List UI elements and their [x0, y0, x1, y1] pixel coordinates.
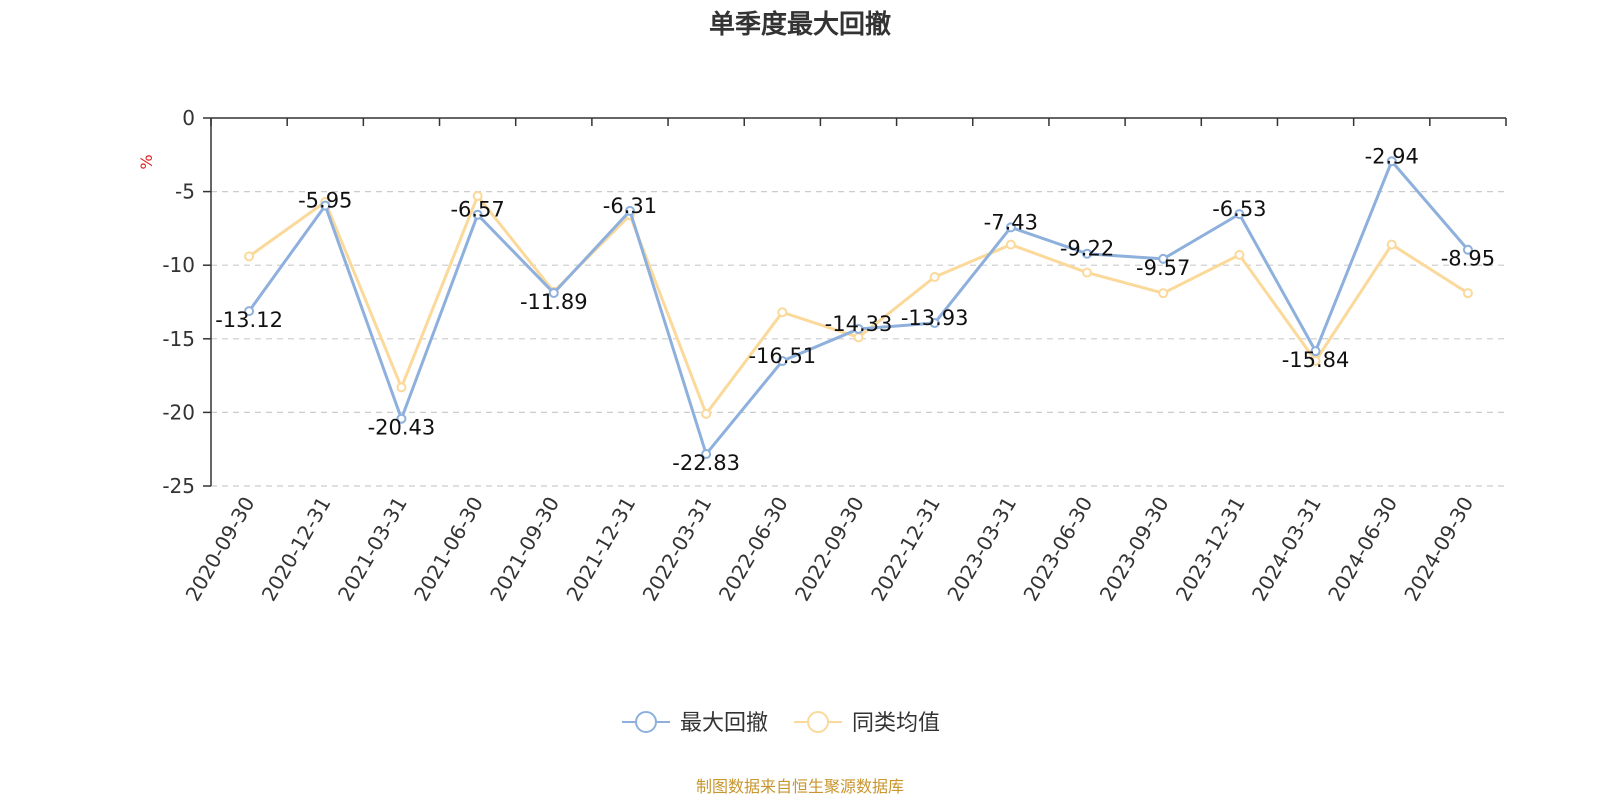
series-point-0[interactable] [1158, 253, 1169, 264]
series-point-1[interactable] [1462, 288, 1473, 299]
series-point-0[interactable] [396, 413, 407, 424]
legend-label: 最大回撤 [680, 711, 768, 736]
x-tick-label: 2021-12-31 [561, 493, 640, 606]
y-tick-label: -10 [162, 253, 195, 277]
series-point-0[interactable] [548, 288, 559, 299]
x-tick-label: 2021-03-31 [333, 493, 412, 606]
series-point-1[interactable] [1310, 355, 1321, 366]
series-point-1[interactable] [1158, 288, 1169, 299]
series-point-0[interactable] [853, 323, 864, 334]
series-point-0[interactable] [624, 205, 635, 216]
legend-item-1[interactable]: 同类均值 [794, 711, 940, 736]
data-label: -9.22 [1060, 237, 1114, 261]
x-tick-label: 2020-12-31 [257, 493, 336, 606]
data-label: -7.43 [984, 210, 1038, 234]
x-tick-label: 2021-09-30 [485, 493, 564, 606]
data-label: -6.53 [1212, 197, 1266, 221]
series-point-1[interactable] [1082, 267, 1093, 278]
legend: 最大回撤 同类均值 [622, 711, 940, 736]
series-point-0[interactable] [472, 209, 483, 220]
series-point-0[interactable] [1462, 244, 1473, 255]
legend-item-0[interactable]: 最大回撤 [622, 711, 768, 736]
data-label: -6.57 [450, 198, 504, 222]
data-label: -11.89 [520, 290, 588, 314]
x-tick-label: 2022-12-31 [866, 493, 945, 606]
series-point-1[interactable] [1234, 249, 1245, 260]
data-label: -16.51 [748, 344, 816, 368]
data-label: -8.95 [1441, 247, 1495, 271]
series-point-0[interactable] [1386, 156, 1397, 167]
x-tick-label: 2023-03-31 [942, 493, 1021, 606]
x-tick-label: 2021-06-30 [409, 493, 488, 606]
series-point-1[interactable] [244, 251, 255, 262]
legend-label: 同类均值 [852, 711, 940, 736]
y-axis-unit: % [137, 154, 156, 169]
series-point-1[interactable] [396, 382, 407, 393]
data-label: -22.83 [672, 451, 740, 475]
series-point-0[interactable] [1005, 222, 1016, 233]
y-tick-label: 0 [182, 106, 195, 130]
series-layer [244, 156, 1473, 460]
series-point-1[interactable] [929, 271, 940, 282]
series-point-0[interactable] [1082, 248, 1093, 259]
data-label: -14.33 [825, 312, 893, 336]
x-tick-label: 2024-09-30 [1399, 493, 1478, 606]
legend-marker [635, 711, 657, 733]
data-label: -5.95 [298, 189, 352, 213]
y-tick-label: -25 [162, 474, 195, 498]
series-point-1[interactable] [1386, 239, 1397, 250]
data-label: -9.57 [1136, 256, 1190, 280]
data-label: -6.31 [603, 194, 657, 218]
grid-lines [211, 191, 1506, 487]
series-point-0[interactable] [1234, 209, 1245, 220]
legend-marker [807, 711, 829, 733]
x-tick-label: 2024-06-30 [1323, 493, 1402, 606]
series-point-0[interactable] [320, 200, 331, 211]
x-tick-label: 2024-03-31 [1247, 493, 1326, 606]
data-labels: -13.12 -5.95 -20.43 -6.57 -11.89 -6.31 -22.83 -… [215, 144, 1495, 475]
series-point-0[interactable] [1310, 346, 1321, 357]
series-line-1 [248, 194, 1469, 416]
x-tick-label: 2023-06-30 [1018, 493, 1097, 606]
series-point-1[interactable] [1005, 239, 1016, 250]
y-tick-label: -5 [175, 180, 195, 204]
x-tick-label: 2023-09-30 [1095, 493, 1174, 606]
data-label: -15.84 [1282, 348, 1350, 372]
y-tick-label: -20 [162, 400, 195, 424]
series-point-0[interactable] [777, 356, 788, 367]
x-tick-label: 2020-09-30 [181, 493, 260, 606]
x-tick-label: 2022-09-30 [790, 493, 869, 606]
x-tick-label: 2023-12-31 [1171, 493, 1250, 606]
series-point-0[interactable] [929, 318, 940, 329]
x-tick-label: 2022-03-31 [638, 493, 717, 606]
y-tick-label: -15 [162, 327, 195, 351]
series-point-1[interactable] [777, 307, 788, 318]
chart-title: 单季度最大回撤 [709, 9, 891, 40]
data-label: -20.43 [368, 416, 436, 440]
series-point-0[interactable] [701, 449, 712, 460]
data-label: -13.12 [215, 308, 283, 332]
source-note: 制图数据来自恒生聚源数据库 [696, 777, 904, 796]
series-point-1[interactable] [472, 191, 483, 202]
x-tick-label: 2022-06-30 [714, 493, 793, 606]
data-label: -2.94 [1365, 144, 1419, 168]
data-label: -13.93 [901, 306, 969, 330]
series-point-1[interactable] [701, 408, 712, 419]
series-point-0[interactable] [244, 306, 255, 317]
